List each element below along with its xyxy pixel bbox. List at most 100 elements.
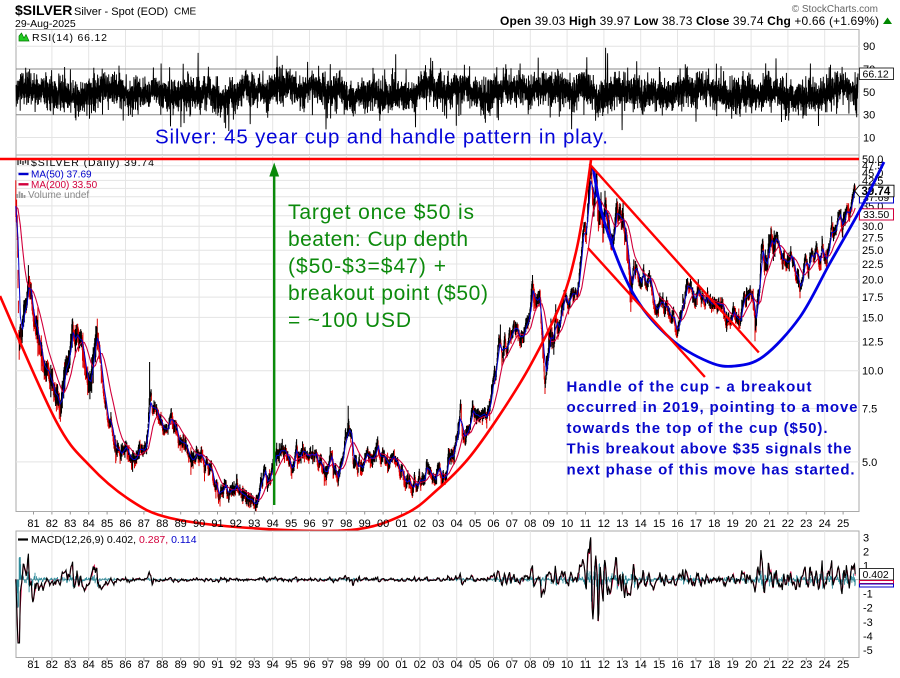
svg-text:24: 24 xyxy=(819,659,831,671)
svg-text:42.5: 42.5 xyxy=(862,175,883,187)
svg-text:-2: -2 xyxy=(863,603,873,615)
svg-text:87: 87 xyxy=(138,518,150,530)
svg-text:85: 85 xyxy=(101,659,113,671)
svg-text:10: 10 xyxy=(561,659,573,671)
svg-text:89: 89 xyxy=(175,518,187,530)
svg-text:This breakout above $35 signal: This breakout above $35 signals the xyxy=(567,441,852,458)
svg-text:MACD(12,26,9) 0.402, 0.287, 0.: MACD(12,26,9) 0.402, 0.287, 0.114 xyxy=(31,534,197,546)
svg-text:05: 05 xyxy=(469,518,481,530)
svg-text:-1: -1 xyxy=(863,589,873,601)
svg-text:96: 96 xyxy=(303,518,315,530)
svg-text:21: 21 xyxy=(763,659,775,671)
svg-text:90: 90 xyxy=(193,659,205,671)
svg-text:-5: -5 xyxy=(863,645,873,657)
svg-text:12: 12 xyxy=(598,659,610,671)
svg-text:19: 19 xyxy=(727,518,739,530)
svg-text:29-Aug-2025: 29-Aug-2025 xyxy=(15,18,76,30)
svg-text:88: 88 xyxy=(156,659,168,671)
svg-text:04: 04 xyxy=(451,518,463,530)
svg-text:10: 10 xyxy=(561,518,573,530)
svg-text:25: 25 xyxy=(837,518,849,530)
svg-text:($50-$3=$47) +: ($50-$3=$47) + xyxy=(288,255,446,278)
svg-text:03: 03 xyxy=(432,518,444,530)
svg-text:23: 23 xyxy=(800,518,812,530)
svg-text:24: 24 xyxy=(819,518,831,530)
svg-text:22: 22 xyxy=(782,659,794,671)
svg-text:47.5: 47.5 xyxy=(862,161,883,173)
svg-text:94: 94 xyxy=(267,518,279,530)
svg-text:16: 16 xyxy=(671,518,683,530)
svg-text:14: 14 xyxy=(635,518,647,530)
svg-text:Silver - Spot (EOD): Silver - Spot (EOD) xyxy=(74,6,168,18)
svg-text:91: 91 xyxy=(211,659,223,671)
svg-text:14: 14 xyxy=(635,659,647,671)
svg-text:03: 03 xyxy=(432,659,444,671)
svg-text:02: 02 xyxy=(414,518,426,530)
svg-text:83: 83 xyxy=(64,518,76,530)
svg-text:17: 17 xyxy=(690,518,702,530)
svg-text:Target once $50 is: Target once $50 is xyxy=(288,201,474,224)
svg-text:99: 99 xyxy=(359,518,371,530)
svg-text:15.0: 15.0 xyxy=(862,312,883,324)
svg-text:16: 16 xyxy=(671,659,683,671)
svg-text:20.0: 20.0 xyxy=(862,275,883,287)
svg-text:00: 00 xyxy=(377,518,389,530)
svg-text:towards the top of the cup ($5: towards the top of the cup ($50). xyxy=(567,420,828,437)
svg-text:25.0: 25.0 xyxy=(862,245,883,257)
svg-text:81: 81 xyxy=(27,659,39,671)
svg-text:00: 00 xyxy=(377,659,389,671)
svg-text:3: 3 xyxy=(863,532,869,544)
svg-text:breakout point ($50): breakout point ($50) xyxy=(288,282,488,305)
svg-text:23: 23 xyxy=(800,659,812,671)
svg-text:1: 1 xyxy=(863,561,869,573)
svg-text:07: 07 xyxy=(506,518,518,530)
svg-text:-3: -3 xyxy=(863,617,873,629)
svg-text:18: 18 xyxy=(708,659,720,671)
svg-text:17: 17 xyxy=(690,659,702,671)
svg-text:98: 98 xyxy=(340,518,352,530)
svg-text:12: 12 xyxy=(598,518,610,530)
svg-text:88: 88 xyxy=(156,518,168,530)
svg-text:90: 90 xyxy=(193,518,205,530)
svg-text:05: 05 xyxy=(469,659,481,671)
svg-text:83: 83 xyxy=(64,659,76,671)
svg-text:82: 82 xyxy=(46,659,58,671)
svg-text:beaten: Cup depth: beaten: Cup depth xyxy=(288,228,468,251)
svg-text:17.5: 17.5 xyxy=(862,292,883,304)
svg-text:99: 99 xyxy=(359,659,371,671)
svg-text:11: 11 xyxy=(580,518,591,530)
svg-text:84: 84 xyxy=(83,518,95,530)
svg-text:CME: CME xyxy=(174,7,197,18)
svg-text:91: 91 xyxy=(211,518,223,530)
svg-text:occurred in 2019, pointing to: occurred in 2019, pointing to a move xyxy=(567,399,858,416)
svg-text:93: 93 xyxy=(248,518,260,530)
svg-text:Open 39.03 High 39.97 Low 38.7: Open 39.03 High 39.97 Low 38.73 Close 39… xyxy=(500,14,879,28)
svg-text:13: 13 xyxy=(616,518,628,530)
svg-text:10.0: 10.0 xyxy=(862,366,883,378)
svg-text:87: 87 xyxy=(138,659,150,671)
svg-text:11: 11 xyxy=(580,659,591,671)
svg-text:85: 85 xyxy=(101,518,113,530)
svg-text:next phase of this move has st: next phase of this move has started. xyxy=(567,461,855,478)
svg-text:RSI(14) 66.12: RSI(14) 66.12 xyxy=(32,32,107,44)
svg-text:MA(50) 37.69: MA(50) 37.69 xyxy=(31,170,92,181)
svg-text:30: 30 xyxy=(863,110,875,122)
svg-text:Handle of the cup - a breakout: Handle of the cup - a breakout xyxy=(567,379,812,396)
svg-text:25: 25 xyxy=(837,659,849,671)
svg-text:08: 08 xyxy=(524,518,536,530)
svg-text:30.0: 30.0 xyxy=(862,221,883,233)
svg-text:92: 92 xyxy=(230,518,242,530)
svg-text:10: 10 xyxy=(863,133,875,145)
svg-text:Volume undef: Volume undef xyxy=(28,190,89,201)
svg-text:08: 08 xyxy=(524,659,536,671)
svg-text:22.5: 22.5 xyxy=(862,259,883,271)
svg-text:01: 01 xyxy=(395,659,407,671)
svg-text:93: 93 xyxy=(248,659,260,671)
svg-text:95: 95 xyxy=(285,659,297,671)
svg-text:-4: -4 xyxy=(863,631,873,643)
svg-text:96: 96 xyxy=(303,659,315,671)
svg-text:7.5: 7.5 xyxy=(862,404,877,416)
svg-text:Silver: 45 year cup and handle: Silver: 45 year cup and handle pattern i… xyxy=(155,126,608,149)
svg-text:97: 97 xyxy=(322,659,334,671)
svg-text:13: 13 xyxy=(616,659,628,671)
